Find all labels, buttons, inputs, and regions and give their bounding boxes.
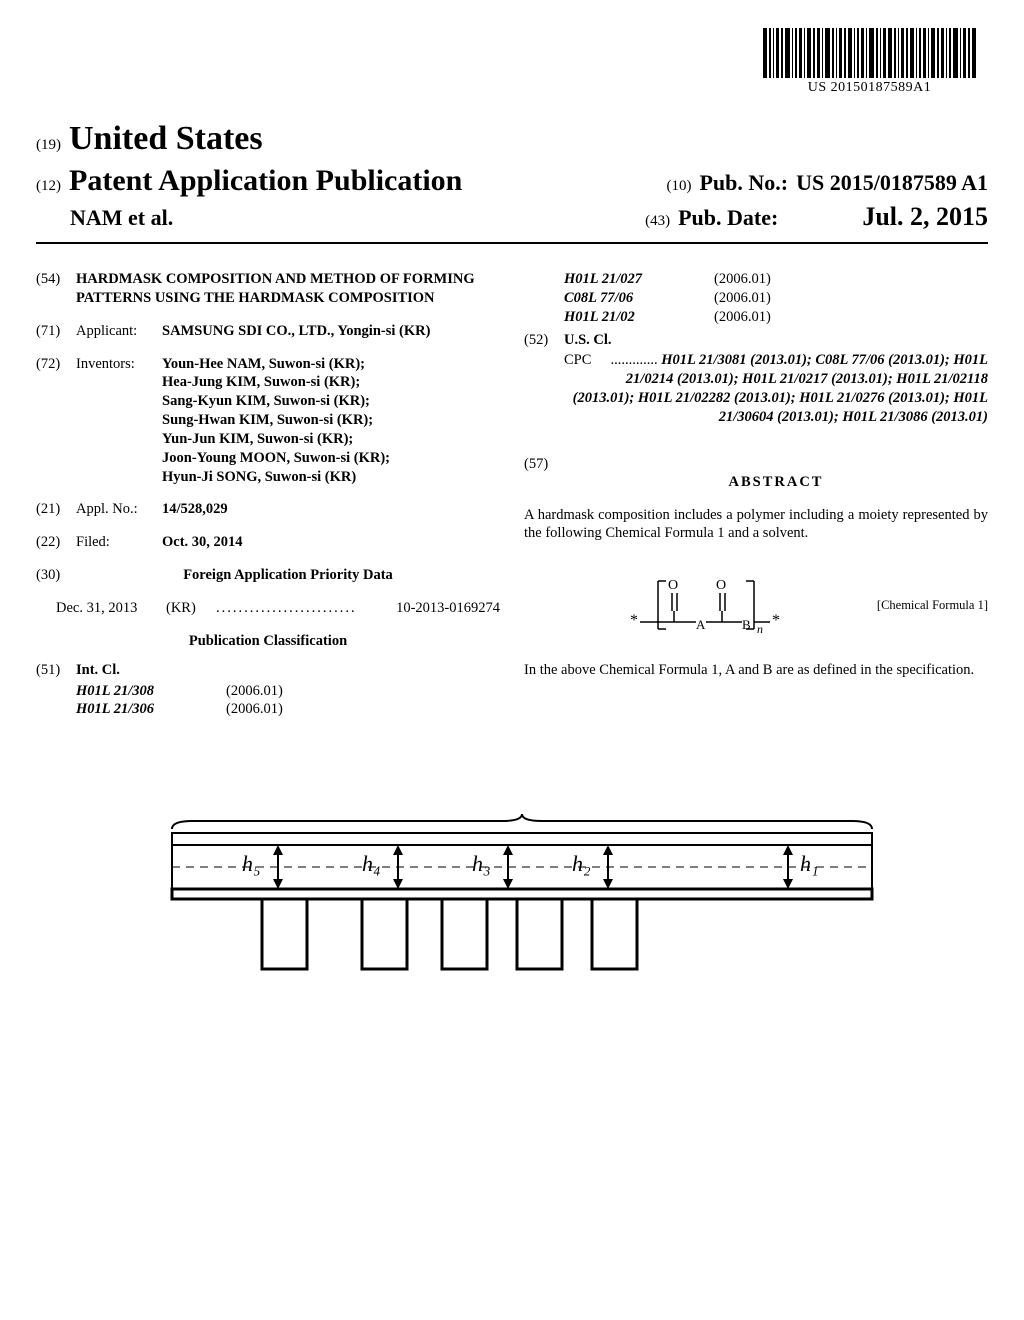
code-43: (43) xyxy=(645,213,670,229)
cpc-block: CPC ............. H01L 21/3081 (2013.01)… xyxy=(564,351,988,426)
svg-text:O: O xyxy=(716,578,726,593)
header-rule xyxy=(36,242,988,244)
intcl-code: H01L 21/02 xyxy=(564,308,714,327)
barcode-text: US 20150187589A1 xyxy=(763,80,976,96)
inventors-list: Youn-Hee NAM, Suwon-si (KR); Hea-Jung KI… xyxy=(162,355,500,487)
cpc-dots: ............. xyxy=(610,352,661,368)
abstract-p2: In the above Chemical Formula 1, A and B… xyxy=(524,661,988,680)
svg-text:O: O xyxy=(668,578,678,593)
intcl-ver: (2006.01) xyxy=(714,289,771,308)
chemical-formula-row: * O A O xyxy=(524,567,988,643)
abstract-p1: A hardmask composition includes a polyme… xyxy=(524,506,988,544)
intcl-code: C08L 77/06 xyxy=(564,289,714,308)
inventor-item: Yun-Jun KIM, Suwon-si (KR); xyxy=(162,430,500,449)
filed-label: Filed: xyxy=(76,533,162,552)
intcl-code: H01L 21/306 xyxy=(76,700,226,719)
cpc-label: CPC xyxy=(564,351,591,370)
filed-value: Oct. 30, 2014 xyxy=(162,533,500,552)
svg-text:*: * xyxy=(630,612,638,629)
intcl-code: H01L 21/308 xyxy=(76,682,226,701)
intcl-ver: (2006.01) xyxy=(714,270,771,289)
dots-leader: ......................... xyxy=(216,599,396,618)
inventor-item: Sung-Hwan KIM, Suwon-si (KR); xyxy=(162,411,500,430)
figure-area: h₅ h₄ h₃ h₂ h₁ xyxy=(36,809,988,1024)
cross-section-figure: h₅ h₄ h₃ h₂ h₁ xyxy=(132,809,892,1019)
chemical-formula-graphic: * O A O xyxy=(524,567,877,643)
applicant-value: SAMSUNG SDI CO., LTD., Yongin-si (KR) xyxy=(162,322,500,341)
authors: NAM et al. xyxy=(70,205,173,231)
pub-class-title: Publication Classification xyxy=(36,632,500,651)
code-12: (12) xyxy=(36,178,61,194)
foreign-priority-country: (KR) xyxy=(166,599,216,618)
intcl-ver: (2006.01) xyxy=(714,308,771,327)
inventors-label: Inventors: xyxy=(76,355,162,487)
appl-no-value: 14/528,029 xyxy=(162,500,500,519)
code-57: (57) xyxy=(524,455,564,506)
code-52: (52) xyxy=(524,331,564,350)
intcl-ver: (2006.01) xyxy=(226,700,283,719)
svg-text:h₄: h₄ xyxy=(362,851,381,876)
code-51: (51) xyxy=(36,661,76,680)
svg-text:A: A xyxy=(696,617,706,632)
intcl-ver: (2006.01) xyxy=(226,682,283,701)
publication-type: Patent Application Publication xyxy=(69,164,462,197)
country-name: United States xyxy=(69,120,263,157)
intcl-label: Int. Cl. xyxy=(76,661,500,680)
pub-date-label: Pub. Date: xyxy=(678,205,778,230)
chemical-formula-label: [Chemical Formula 1] xyxy=(877,597,988,613)
foreign-priority-date: Dec. 31, 2013 xyxy=(56,599,166,618)
pub-no-value: US 2015/0187589 A1 xyxy=(796,170,988,195)
svg-text:n: n xyxy=(757,622,763,636)
body-columns: (54) HARDMASK COMPOSITION AND METHOD OF … xyxy=(36,270,988,719)
code-54: (54) xyxy=(36,270,76,308)
code-72: (72) xyxy=(36,355,76,487)
uscl-label: U.S. Cl. xyxy=(564,331,988,350)
code-21: (21) xyxy=(36,500,76,519)
code-22: (22) xyxy=(36,533,76,552)
invention-title: HARDMASK COMPOSITION AND METHOD OF FORMI… xyxy=(76,270,500,308)
svg-text:h₃: h₃ xyxy=(472,851,491,876)
svg-text:*: * xyxy=(772,612,780,629)
right-column: H01L 21/027 (2006.01) C08L 77/06 (2006.0… xyxy=(524,270,988,719)
foreign-priority-title: Foreign Application Priority Data xyxy=(76,566,500,585)
inventor-item: Joon-Young MOON, Suwon-si (KR); xyxy=(162,449,500,468)
inventor-item: Hea-Jung KIM, Suwon-si (KR); xyxy=(162,373,500,392)
svg-text:h₁: h₁ xyxy=(800,851,819,876)
inventor-item: Hyun-Ji SONG, Suwon-si (KR) xyxy=(162,468,500,487)
abstract-heading: ABSTRACT xyxy=(564,473,988,492)
code-10: (10) xyxy=(666,178,691,194)
header-block: (19) United States (12) Patent Applicati… xyxy=(36,120,988,244)
cpc-line: CPC ............. H01L 21/3081 (2013.01)… xyxy=(564,351,988,426)
barcode-graphic xyxy=(763,28,976,78)
left-column: (54) HARDMASK COMPOSITION AND METHOD OF … xyxy=(36,270,500,719)
intcl-code: H01L 21/027 xyxy=(564,270,714,289)
svg-text:h₂: h₂ xyxy=(572,851,591,876)
barcode-block: US 20150187589A1 xyxy=(763,28,976,96)
applicant-text: SAMSUNG SDI CO., LTD., Yongin-si (KR) xyxy=(162,323,430,339)
svg-text:h₅: h₅ xyxy=(242,851,261,876)
appl-no-label: Appl. No.: xyxy=(76,500,162,519)
inventor-item: Youn-Hee NAM, Suwon-si (KR); xyxy=(162,355,500,374)
code-19: (19) xyxy=(36,137,61,153)
pub-date-value: Jul. 2, 2015 xyxy=(862,202,988,231)
applicant-label: Applicant: xyxy=(76,322,162,341)
inventor-item: Sang-Kyun KIM, Suwon-si (KR); xyxy=(162,392,500,411)
code-71: (71) xyxy=(36,322,76,341)
code-30: (30) xyxy=(36,566,76,585)
pub-no-label: Pub. No.: xyxy=(699,170,788,195)
foreign-priority-no: 10-2013-0169274 xyxy=(396,599,500,618)
